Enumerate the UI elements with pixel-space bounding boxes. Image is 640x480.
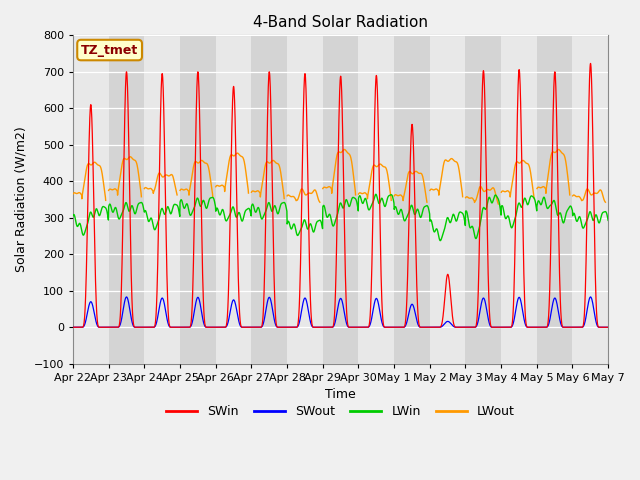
Bar — [429, 36, 465, 364]
Bar — [216, 36, 252, 364]
Y-axis label: Solar Radiation (W/m2): Solar Radiation (W/m2) — [15, 127, 28, 273]
Bar — [572, 36, 608, 364]
Bar — [323, 36, 358, 364]
Bar — [109, 36, 144, 364]
Title: 4-Band Solar Radiation: 4-Band Solar Radiation — [253, 15, 428, 30]
Text: TZ_tmet: TZ_tmet — [81, 44, 138, 57]
Bar — [465, 36, 501, 364]
Bar — [252, 36, 287, 364]
Bar — [73, 36, 109, 364]
Bar — [537, 36, 572, 364]
Bar — [287, 36, 323, 364]
Bar — [358, 36, 394, 364]
X-axis label: Time: Time — [325, 388, 356, 401]
Bar — [501, 36, 537, 364]
Bar — [180, 36, 216, 364]
Bar — [394, 36, 429, 364]
Bar — [144, 36, 180, 364]
Legend: SWin, SWout, LWin, LWout: SWin, SWout, LWin, LWout — [161, 400, 520, 423]
